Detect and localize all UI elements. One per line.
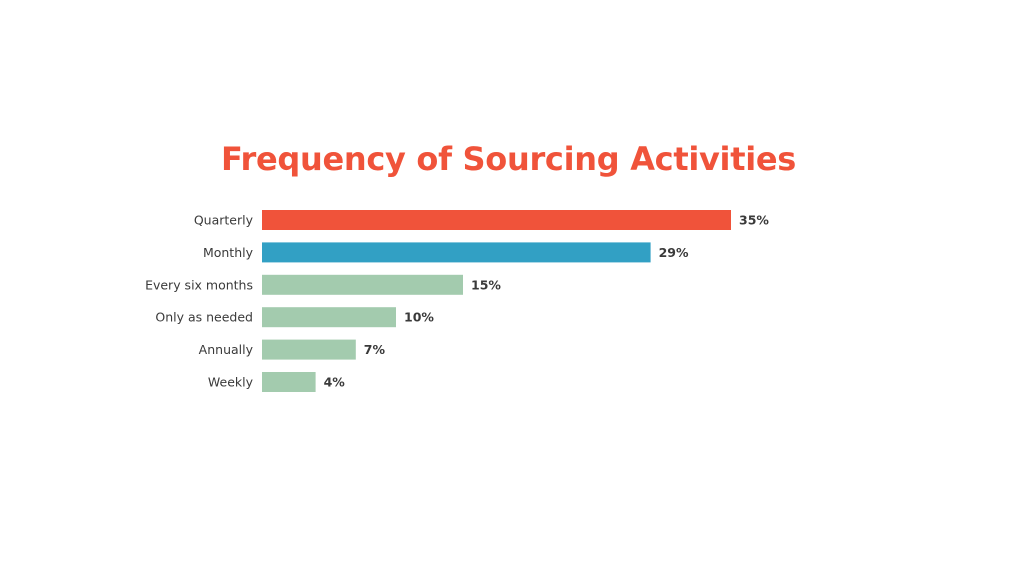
chart-title: Frequency of Sourcing Activities [220,140,797,178]
value-label: 29% [659,245,689,260]
category-label: Weekly [208,375,254,390]
value-label: 35% [739,213,769,228]
category-label: Quarterly [194,213,254,228]
bar [262,242,651,263]
value-label: 15% [471,277,501,292]
category-label: Annually [199,342,254,357]
value-label: 7% [364,342,386,357]
bar [262,307,396,328]
bar [262,339,356,360]
category-label: Every six months [145,277,253,292]
value-label: 4% [324,375,346,390]
bar [262,210,731,230]
bar [262,274,463,295]
value-label: 10% [404,310,434,325]
category-label: Monthly [203,245,254,260]
bar [262,372,316,392]
category-label: Only as needed [155,310,253,325]
